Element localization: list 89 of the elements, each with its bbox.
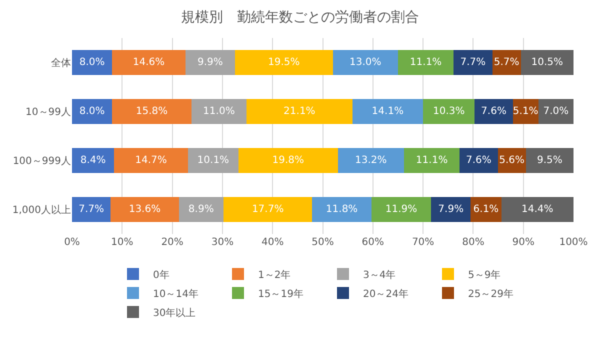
data-label: 8.9% xyxy=(188,204,214,215)
data-label: 13.2% xyxy=(355,155,387,166)
data-label: 17.7% xyxy=(252,204,284,215)
data-label: 7.7% xyxy=(460,57,486,68)
legend-label: 5～9年 xyxy=(468,268,501,281)
data-label: 14.4% xyxy=(522,204,554,215)
data-label: 10.3% xyxy=(432,106,465,117)
bar xyxy=(238,148,338,174)
y-tick-label: 1,000人以上 xyxy=(12,204,71,216)
bar xyxy=(423,98,475,124)
data-label: 5.6% xyxy=(499,155,525,166)
data-label: 7.0% xyxy=(543,106,569,117)
x-tick-label: 100% xyxy=(559,237,588,248)
bar xyxy=(338,148,404,174)
data-label: 6.1% xyxy=(473,204,499,215)
data-label: 9.9% xyxy=(197,57,223,68)
data-label: 11.0% xyxy=(203,106,235,117)
x-tick-label: 30% xyxy=(211,237,234,248)
bar xyxy=(312,196,372,222)
bar xyxy=(223,196,312,222)
bar xyxy=(178,196,224,222)
bar xyxy=(474,98,513,124)
data-label: 7.7% xyxy=(78,204,104,215)
bar xyxy=(234,50,333,76)
x-tick-label: 60% xyxy=(362,237,384,248)
data-label: 15.8% xyxy=(136,106,168,117)
data-label: 8.0% xyxy=(79,106,105,117)
bar xyxy=(526,148,574,174)
legend-label: 25～29年 xyxy=(468,288,514,300)
chart-title: 規模別 勤続年数ごとの労働者の割合 xyxy=(181,10,419,26)
data-label: 14.1% xyxy=(372,106,404,117)
data-label: 11.1% xyxy=(410,57,442,68)
y-tick-label: 全体 xyxy=(51,57,71,69)
bar xyxy=(114,148,188,174)
legend-label: 1～2年 xyxy=(258,268,291,281)
data-label: 13.6% xyxy=(128,204,161,215)
bar xyxy=(112,50,186,76)
legend-label: 20～24年 xyxy=(363,288,408,300)
legend-label: 30年以上 xyxy=(153,306,196,319)
data-label: 11.1% xyxy=(416,155,448,166)
x-tick-label: 80% xyxy=(462,237,484,248)
bar xyxy=(431,196,471,222)
bar xyxy=(110,196,179,222)
legend-label: 3～4年 xyxy=(363,268,396,281)
data-label: 7.6% xyxy=(466,155,492,166)
legend-label: 15～19年 xyxy=(258,288,304,300)
x-tick-label: 90% xyxy=(512,237,534,248)
bar xyxy=(191,98,247,124)
legend-label: 0年 xyxy=(153,268,170,281)
bar xyxy=(454,50,492,76)
x-tick-label: 0% xyxy=(64,237,80,248)
bar xyxy=(501,196,574,222)
bar xyxy=(332,50,398,76)
bar xyxy=(185,50,235,76)
data-label: 13.0% xyxy=(349,57,382,68)
data-label: 21.1% xyxy=(284,106,316,117)
bar xyxy=(352,98,424,124)
data-label: 8.0% xyxy=(79,57,105,68)
data-label: 11.9% xyxy=(385,204,418,215)
data-label: 19.8% xyxy=(272,155,304,166)
bar xyxy=(460,148,498,174)
data-label: 8.4% xyxy=(80,155,106,166)
x-tick-label: 40% xyxy=(261,237,284,248)
bar xyxy=(188,148,238,174)
data-label: 5.1% xyxy=(512,106,538,117)
data-label: 14.6% xyxy=(132,57,165,68)
x-tick-label: 20% xyxy=(161,237,184,248)
bar xyxy=(371,196,432,222)
data-label: 7.9% xyxy=(438,204,464,215)
data-label: 14.7% xyxy=(135,155,167,166)
x-tick-label: 10% xyxy=(111,237,134,248)
data-label: 10.5% xyxy=(531,57,564,68)
x-tick-label: 50% xyxy=(312,237,334,248)
y-tick-label: 100～999人 xyxy=(12,156,71,167)
data-label: 10.1% xyxy=(197,155,230,166)
data-label: 19.5% xyxy=(268,57,300,68)
bar xyxy=(112,98,192,124)
bar xyxy=(72,196,111,222)
x-tick-label: 70% xyxy=(412,237,434,248)
bar xyxy=(246,98,352,124)
y-tick-label: 10～99人 xyxy=(26,107,71,118)
bar xyxy=(398,50,454,76)
bar xyxy=(520,50,574,76)
data-label: 9.5% xyxy=(536,155,562,166)
data-label: 7.6% xyxy=(481,106,506,117)
bar xyxy=(404,148,460,174)
data-label: 11.8% xyxy=(326,204,358,215)
data-label: 5.7% xyxy=(494,57,520,68)
legend-label: 10～14年 xyxy=(153,288,198,300)
